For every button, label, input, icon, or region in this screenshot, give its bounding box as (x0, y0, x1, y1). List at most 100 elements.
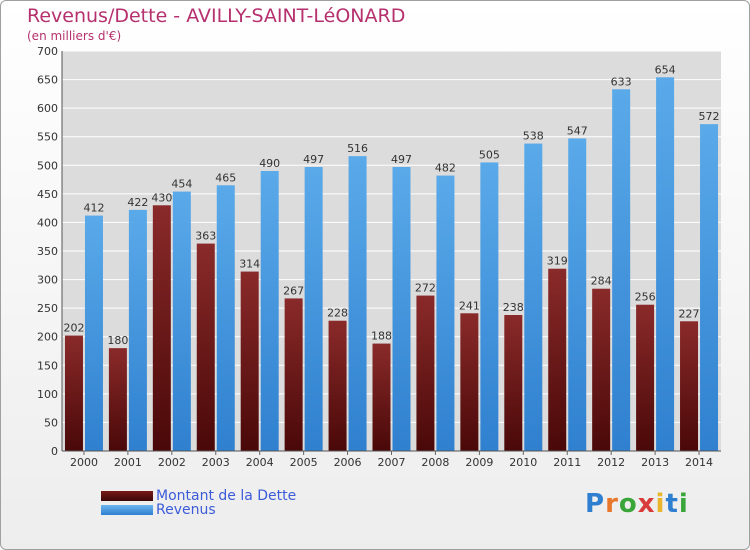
data-label-revenus: 516 (347, 142, 368, 155)
bar-dette (680, 321, 699, 451)
data-label-dette: 202 (63, 322, 84, 335)
bar-revenus (172, 191, 191, 452)
legend-swatch-revenus (101, 505, 153, 515)
legend-item-dette: Montant de la Dette (101, 488, 297, 504)
bar-dette (152, 205, 171, 451)
bar-dette (636, 304, 655, 451)
bar-revenus (392, 167, 411, 451)
data-label-revenus: 497 (303, 153, 324, 166)
bar-dette (240, 271, 259, 451)
bar-revenus (480, 162, 499, 451)
logo-letter: o (618, 489, 638, 519)
x-tick-label: 2004 (246, 456, 274, 469)
data-label-dette: 188 (371, 330, 392, 343)
x-tick-label: 2001 (114, 456, 142, 469)
x-tick-label: 2002 (158, 456, 186, 469)
data-label-revenus: 482 (435, 162, 456, 175)
x-tick-label: 2009 (465, 456, 493, 469)
bar-revenus (436, 175, 455, 452)
legend-item-revenus: Revenus (101, 502, 216, 518)
data-label-revenus: 547 (567, 124, 588, 137)
data-label-dette: 314 (239, 258, 260, 271)
bar-revenus (568, 138, 587, 451)
bar-dette (64, 335, 83, 451)
y-tick-label: 50 (44, 416, 58, 429)
y-tick-label: 550 (37, 131, 58, 144)
bar-revenus (304, 167, 323, 451)
y-tick-label: 700 (37, 45, 58, 58)
data-label-revenus: 454 (171, 178, 192, 191)
chart-subtitle: (en milliers d'€) (27, 29, 122, 43)
logo-letter: x (637, 489, 656, 519)
bar-revenus (656, 77, 675, 452)
data-label-dette: 228 (327, 307, 348, 320)
bar-dette (328, 320, 347, 451)
logo-letter: P (585, 489, 606, 519)
y-tick-label: 650 (37, 74, 58, 87)
data-label-dette: 272 (415, 282, 436, 295)
x-tick-label: 2010 (509, 456, 537, 469)
proxiti-logo: Proxiti (585, 489, 689, 519)
data-label-revenus: 572 (699, 110, 720, 123)
y-tick-label: 400 (37, 216, 58, 229)
bar-dette (196, 243, 215, 451)
y-tick-label: 250 (37, 302, 58, 315)
x-tick-label: 2013 (641, 456, 669, 469)
y-tick-label: 150 (37, 359, 58, 372)
data-label-revenus: 538 (523, 130, 544, 143)
y-tick-label: 350 (37, 245, 58, 258)
x-tick-label: 2005 (290, 456, 318, 469)
y-tick-label: 600 (37, 102, 58, 115)
x-tick-label: 2006 (334, 456, 362, 469)
bar-dette (372, 343, 391, 451)
y-tick-label: 0 (51, 445, 58, 458)
data-label-revenus: 633 (611, 75, 632, 88)
y-tick-label: 100 (37, 388, 58, 401)
data-label-dette: 180 (107, 334, 128, 347)
data-label-revenus: 505 (479, 148, 500, 161)
legend-label-revenus: Revenus (156, 502, 216, 518)
data-label-dette: 284 (591, 275, 612, 288)
bar-dette (548, 268, 567, 451)
data-label-dette: 319 (547, 255, 568, 268)
logo-letter: t (665, 489, 679, 519)
y-tick-label: 200 (37, 331, 58, 344)
logo-letter: i (678, 489, 689, 519)
y-tick-label: 300 (37, 274, 58, 287)
bar-dette (108, 348, 127, 451)
bar-revenus (84, 215, 103, 451)
data-label-dette: 430 (151, 191, 172, 204)
bar-revenus (216, 185, 235, 452)
x-tick-label: 2003 (202, 456, 230, 469)
legend-label-dette: Montant de la Dette (156, 488, 297, 504)
x-tick-label: 2000 (70, 456, 98, 469)
data-label-dette: 256 (635, 291, 656, 304)
x-tick-label: 2008 (421, 456, 449, 469)
bar-revenus (700, 124, 719, 452)
x-tick-label: 2014 (685, 456, 713, 469)
data-label-revenus: 497 (391, 153, 412, 166)
bar-dette (284, 298, 303, 451)
y-tick-label: 450 (37, 188, 58, 201)
data-label-dette: 238 (503, 301, 524, 314)
chart-title: Revenus/Dette - AVILLY-SAINT-LéONARD (27, 5, 406, 27)
data-label-revenus: 422 (127, 196, 148, 209)
logo-letter: r (605, 489, 619, 519)
data-label-dette: 267 (283, 284, 304, 297)
legend-swatch-dette (101, 491, 153, 501)
data-label-revenus: 465 (215, 171, 236, 184)
bar-revenus (348, 156, 367, 451)
bar-revenus (128, 209, 147, 451)
x-tick-label: 2007 (378, 456, 406, 469)
y-tick-label: 500 (37, 159, 58, 172)
data-label-revenus: 490 (259, 157, 280, 170)
bar-dette (416, 295, 435, 451)
x-tick-label: 2011 (553, 456, 581, 469)
data-label-dette: 227 (679, 307, 700, 320)
data-label-dette: 363 (195, 230, 216, 243)
data-label-revenus: 412 (83, 202, 104, 215)
bar-dette (504, 315, 523, 451)
logo-letter: i (655, 489, 666, 519)
